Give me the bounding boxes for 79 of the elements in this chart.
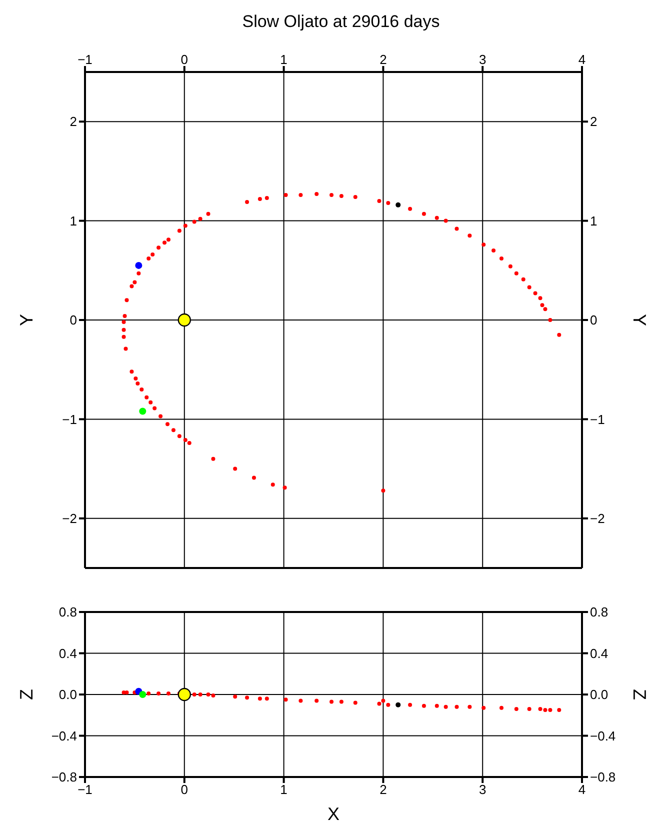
point — [408, 702, 412, 707]
point — [468, 704, 472, 709]
point — [178, 313, 191, 327]
point — [377, 702, 382, 706]
y2-tick-label: 1 — [590, 213, 598, 228]
y-axis-title: Y — [16, 314, 36, 326]
point — [233, 694, 238, 699]
point — [124, 690, 129, 694]
point — [206, 692, 210, 696]
x-tick-label: 3 — [478, 782, 486, 798]
y-tick-label: −0.8 — [51, 770, 77, 785]
point — [192, 692, 196, 696]
point — [198, 692, 202, 696]
point — [444, 704, 448, 709]
point — [482, 706, 486, 710]
point — [538, 706, 542, 711]
point — [156, 691, 161, 696]
y2-tick-label: 0.8 — [590, 604, 608, 620]
y2-tick-label: −2 — [590, 511, 605, 526]
y-tick-label: 0 — [70, 312, 77, 328]
point — [146, 691, 151, 696]
y2-tick-label: 2 — [590, 114, 598, 130]
point — [284, 698, 288, 702]
point — [139, 408, 146, 415]
x-tick-label: 1 — [280, 52, 288, 67]
point — [422, 704, 426, 708]
point — [396, 702, 401, 708]
point — [434, 704, 439, 708]
point — [139, 691, 146, 698]
point — [245, 696, 250, 700]
point — [258, 696, 262, 701]
point — [514, 706, 518, 711]
y-tick-label: −1 — [62, 412, 77, 427]
y2-tick-label: 0.0 — [590, 687, 608, 702]
point — [178, 688, 191, 702]
point — [135, 262, 142, 269]
y-tick-label: 0.0 — [58, 687, 77, 702]
x-tick-label: 1 — [280, 782, 288, 798]
point — [339, 700, 344, 704]
point — [454, 704, 459, 709]
point — [166, 691, 170, 696]
point — [381, 698, 386, 703]
point — [353, 700, 358, 705]
x-tick-label: 2 — [380, 52, 387, 67]
x-tick-label: 3 — [478, 52, 486, 67]
chart-title: Slow Oljato at 29016 days — [241, 11, 441, 33]
y2-tick-label: −0.8 — [590, 770, 616, 785]
y-tick-label: −2 — [62, 511, 77, 526]
point — [557, 708, 562, 712]
point — [499, 706, 504, 710]
point — [211, 694, 216, 698]
y2-axis-title: Z — [630, 689, 650, 700]
point — [264, 696, 269, 701]
y-tick-label: 2 — [70, 114, 77, 130]
point — [122, 690, 126, 694]
point — [330, 700, 334, 704]
point — [386, 702, 390, 707]
point — [396, 202, 401, 208]
x-tick-label: 4 — [578, 782, 586, 798]
y2-tick-label: 0.4 — [590, 646, 608, 661]
x-tick-label: 4 — [578, 52, 586, 67]
point — [298, 698, 303, 703]
point — [543, 708, 548, 712]
point — [314, 698, 319, 703]
y2-tick-label: −1 — [590, 412, 605, 427]
y-tick-label: 1 — [70, 213, 77, 228]
point — [548, 708, 552, 712]
y-tick-label: 0.4 — [58, 646, 77, 661]
y2-axis-title: Y — [630, 314, 650, 326]
point — [527, 706, 532, 711]
x-axis-title: X — [327, 804, 340, 822]
y-tick-label: 0.8 — [58, 604, 77, 620]
y2-tick-label: 0 — [590, 312, 598, 328]
y-axis-title: Z — [16, 689, 36, 700]
x-tick-label: 0 — [180, 782, 188, 798]
y2-tick-label: −0.4 — [590, 728, 616, 744]
y-tick-label: −0.4 — [51, 728, 77, 744]
x-tick-label: 2 — [380, 782, 387, 798]
x-tick-label: 0 — [180, 52, 188, 67]
